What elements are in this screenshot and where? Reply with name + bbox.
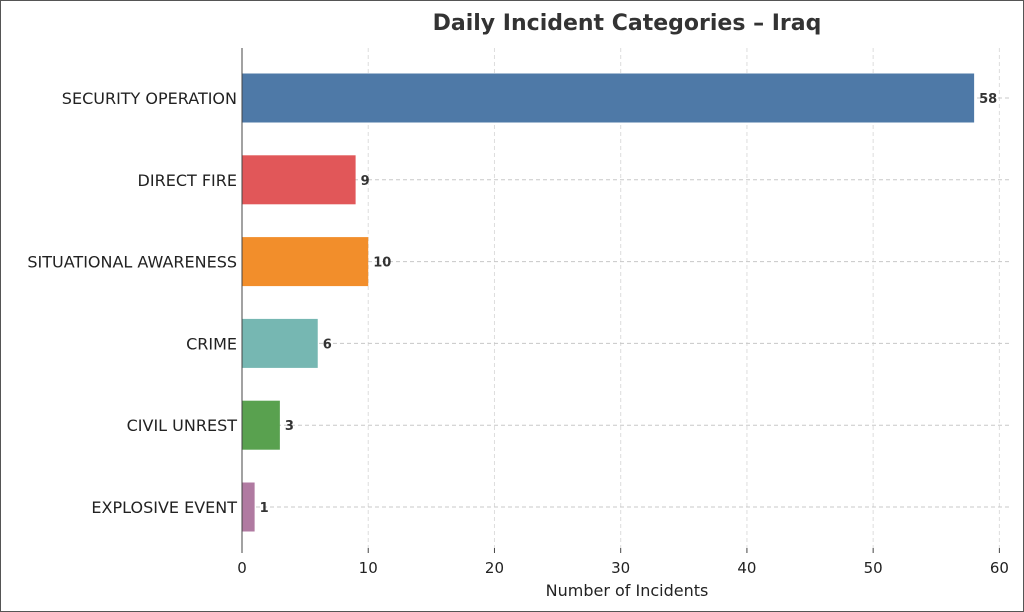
x-tick-label: 0 (237, 559, 247, 577)
x-tick-label: 50 (864, 559, 883, 577)
x-tick-label: 20 (485, 559, 504, 577)
data-label: 6 (323, 337, 332, 352)
chart-title: Daily Incident Categories – Iraq (433, 11, 822, 36)
category-label: SECURITY OPERATION (62, 89, 237, 108)
x-tick-label: 10 (359, 559, 378, 577)
bar (242, 155, 356, 205)
x-axis: 0 10 20 30 40 50 60 (237, 48, 1009, 577)
x-tick-label: 30 (611, 559, 630, 577)
data-label: 10 (373, 256, 391, 271)
data-label: 9 (361, 174, 370, 189)
bar (242, 237, 369, 287)
category-label: CIVIL UNREST (127, 416, 238, 435)
x-axis-label: Number of Incidents (546, 581, 709, 600)
category-label: CRIME (186, 334, 237, 353)
data-label: 3 (285, 419, 294, 434)
bar (242, 318, 318, 368)
x-tick-label: 60 (990, 559, 1009, 577)
data-label: 58 (979, 92, 997, 107)
category-label: DIRECT FIRE (138, 171, 237, 190)
x-tick-label: 40 (737, 559, 756, 577)
bars: SECURITY OPERATION 58 DIRECT FIRE 9 SITUATIO… (27, 73, 997, 532)
category-label: EXPLOSIVE EVENT (91, 498, 237, 517)
bar (242, 482, 255, 532)
bar (242, 400, 280, 450)
data-label: 1 (260, 501, 269, 516)
bar (242, 73, 975, 123)
grid (241, 48, 1012, 548)
category-label: SITUATIONAL AWARENESS (27, 253, 237, 272)
